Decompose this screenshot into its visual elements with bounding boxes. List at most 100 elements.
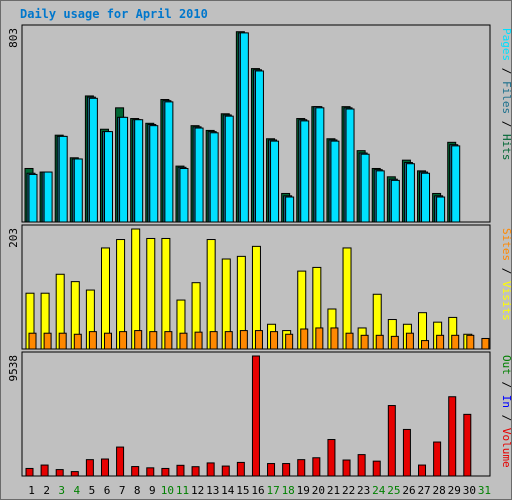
sites-bar (194, 331, 203, 350)
sites-bar (330, 327, 339, 350)
volume-bar (251, 355, 260, 477)
sites-bar (179, 332, 188, 350)
pages-bar (315, 107, 325, 223)
pages-bar (58, 135, 68, 223)
pages-bar (119, 116, 129, 223)
volume-bar (236, 461, 245, 477)
legend-item: Pages (500, 28, 512, 61)
y-max-label: 9538 (7, 355, 20, 382)
sites-bar (481, 337, 490, 350)
pages-bar (405, 163, 415, 223)
pages-bar (436, 196, 446, 223)
x-tick-label: 28 (433, 484, 446, 497)
volume-bar (85, 459, 94, 477)
pages-bar (390, 179, 400, 223)
pages-bar (451, 145, 461, 223)
sites-bar (58, 332, 67, 350)
volume-bar (100, 458, 109, 477)
legend-text: Out / In / Volume (500, 355, 512, 468)
volume-bar (433, 441, 442, 477)
legend-item: Files (500, 81, 512, 114)
x-tick-label: 24 (372, 484, 386, 497)
volume-bar (191, 466, 200, 477)
volume-bar (357, 454, 366, 477)
x-tick-label: 4 (74, 484, 81, 497)
volume-bar (297, 459, 306, 477)
volume-bar (146, 467, 155, 477)
x-tick-label: 2 (43, 484, 50, 497)
volume-bar (131, 466, 140, 477)
pages-bar (103, 131, 113, 223)
sites-bar (300, 328, 309, 350)
legend-item: Hits (500, 134, 512, 161)
legend-item: Visits (500, 281, 512, 321)
pages-bar (239, 32, 249, 223)
volume-bar (70, 471, 79, 477)
volume-bar (372, 460, 381, 477)
sites-bar (451, 334, 460, 350)
sites-bar (209, 331, 218, 350)
sites-bar (466, 334, 475, 350)
pages-bar (285, 196, 295, 223)
sites-bar (88, 331, 97, 350)
sites-bar (134, 330, 143, 350)
x-tick-label: 16 (251, 484, 264, 497)
x-tick-label: 3 (58, 484, 65, 497)
x-tick-label: 11 (176, 484, 189, 497)
volume-bar (342, 459, 351, 477)
volume-bar (448, 396, 457, 477)
sites-bar (375, 334, 384, 350)
x-tick-label: 20 (312, 484, 325, 497)
x-tick-label: 21 (327, 484, 340, 497)
x-tick-label: 8 (134, 484, 141, 497)
x-tick-label: 17 (266, 484, 279, 497)
sites-bar (43, 332, 52, 350)
legend-item: In (500, 395, 512, 408)
volume-bar (312, 457, 321, 477)
sites-bar (119, 331, 128, 350)
y-max-label: 803 (7, 28, 20, 48)
volume-bar (463, 413, 472, 477)
pages-bar (270, 140, 280, 223)
x-tick-label: 15 (236, 484, 249, 497)
x-tick-label: 13 (206, 484, 219, 497)
x-tick-label: 23 (357, 484, 370, 497)
sites-bar (360, 334, 369, 350)
volume-bar (176, 464, 185, 477)
pages-bar (28, 173, 38, 223)
pages-bar (254, 70, 264, 223)
volume-bar (282, 463, 291, 477)
legend-separator: / (500, 61, 512, 81)
pages-bar (194, 127, 204, 223)
x-tick-label: 31 (478, 484, 491, 497)
volume-bar (116, 446, 125, 477)
pages-bar (43, 171, 53, 223)
chart-title: Daily usage for April 2010 (20, 7, 208, 21)
legend-separator: / (500, 114, 512, 134)
x-tick-label: 7 (119, 484, 126, 497)
legend-separator: / (500, 375, 512, 395)
legend-text: Pages / Files / Hits (500, 28, 512, 161)
volume-bar (327, 439, 336, 477)
sites-bar (345, 332, 354, 350)
volume-bar (418, 464, 427, 477)
x-tick-label: 1 (28, 484, 35, 497)
sites-bar (224, 331, 233, 350)
x-tick-label: 22 (342, 484, 355, 497)
legend-item: Out (500, 355, 512, 375)
pages-bar (224, 115, 234, 223)
x-tick-label: 6 (104, 484, 111, 497)
pages-bar (164, 101, 174, 223)
x-tick-label: 30 (463, 484, 476, 497)
volume-bar (161, 467, 170, 477)
y-max-label: 203 (7, 228, 20, 248)
sites-bar (164, 331, 173, 350)
pages-bar (179, 167, 189, 223)
volume-bar (55, 469, 64, 477)
pages-bar (421, 172, 431, 223)
volume-bar (40, 464, 49, 477)
x-tick-label: 27 (417, 484, 430, 497)
sites-bar (149, 331, 158, 350)
legend-item: Volume (500, 428, 512, 468)
x-tick-label: 9 (149, 484, 156, 497)
